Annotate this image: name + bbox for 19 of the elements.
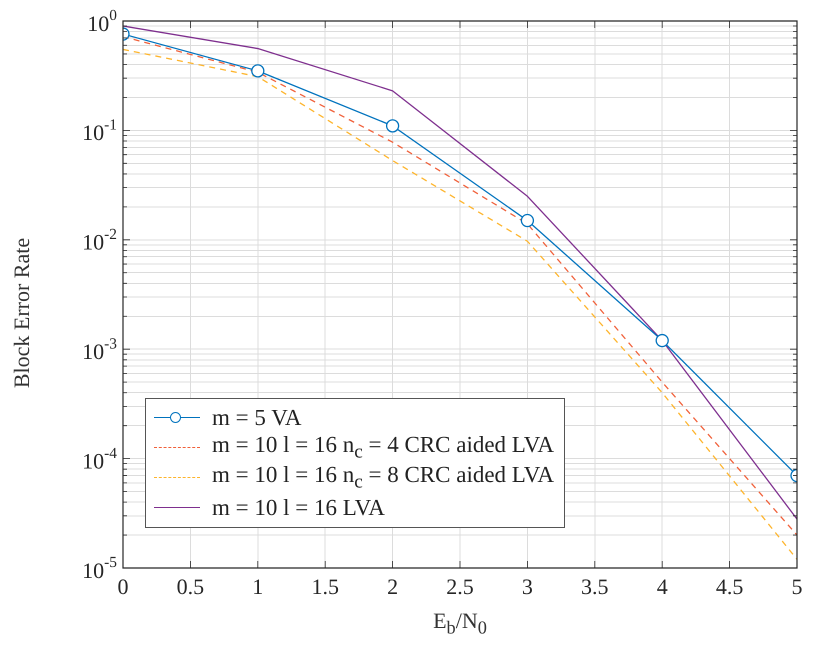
x-tick-label: 0.5: [176, 574, 204, 599]
x-tick-label: 1.5: [311, 574, 339, 599]
x-tick-label: 3: [522, 574, 533, 599]
x-tick-label: 5: [792, 574, 802, 599]
y-axis-title: Block Error Rate: [9, 236, 35, 390]
legend-label: m = 5 VA: [212, 405, 302, 431]
x-tick-label: 0: [118, 574, 128, 599]
legend-label: m = 10 l = 16 n$_{c}$ = 4 CRC aided LVA: [212, 432, 554, 464]
x-axis-title: E$_{b}$/N$_{0}$: [432, 608, 488, 638]
x-tick-label: 1: [252, 574, 264, 599]
legend-label: m = 10 l = 16 LVA: [212, 495, 385, 521]
x-tick-label: 4.5: [716, 574, 744, 599]
x-tick-label: 3.5: [581, 574, 609, 599]
x-tick-label: 2: [387, 574, 398, 599]
point: [520, 214, 534, 228]
point: [386, 119, 400, 133]
x-tick-label: 2.5: [446, 574, 474, 599]
x-tick-label: 4: [656, 574, 668, 599]
legend-label: m = 10 l = 16 n$_{c}$ = 8 CRC aided LVA: [212, 462, 554, 494]
